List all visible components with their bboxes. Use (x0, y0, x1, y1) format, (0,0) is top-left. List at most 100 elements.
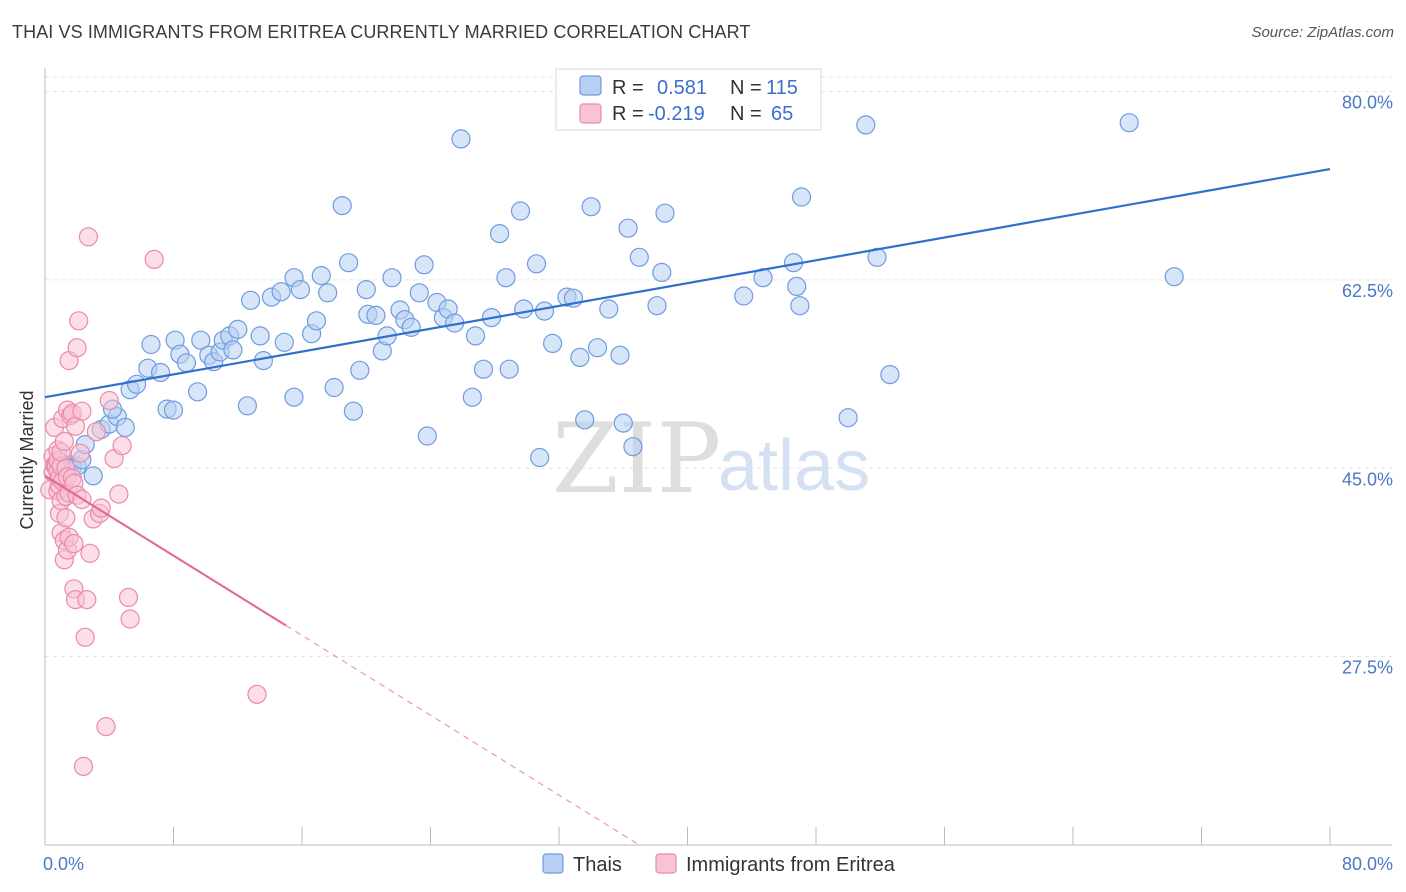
thais-point (838, 408, 858, 428)
thais-point (655, 203, 675, 223)
eritrea-point (75, 627, 95, 647)
eritrea-point (78, 227, 99, 247)
eritrea-point (86, 422, 107, 442)
legend-r-value-eritrea: -0.219 (648, 103, 705, 125)
thais-point (462, 387, 482, 407)
thais-point (790, 296, 810, 316)
thais-point (575, 410, 595, 430)
y-tick-label: 62.5% (1342, 281, 1393, 301)
grid-lines (45, 76, 1392, 658)
thais-point (306, 311, 327, 331)
x-tick-label-min: 0.0% (43, 854, 84, 874)
thais-point (409, 283, 429, 303)
thais-point (414, 255, 434, 275)
thais-point (526, 254, 547, 274)
thais-point (141, 334, 161, 355)
thais-point (188, 382, 208, 402)
thais-point (647, 296, 667, 316)
thais-point (510, 201, 531, 221)
thais-point (534, 301, 555, 321)
thais-point (228, 319, 248, 339)
thais-point (290, 280, 310, 300)
thais-point (880, 365, 900, 385)
thais-point (83, 466, 103, 486)
thais-point (629, 247, 649, 267)
thais-point (318, 283, 338, 303)
eritrea-point (144, 249, 164, 269)
legend-n-value-thais: 115 (766, 77, 798, 99)
eritrea-point (54, 431, 74, 451)
thais-point (581, 197, 601, 217)
y-tick-label: 45.0% (1342, 469, 1393, 489)
eritrea-point (70, 443, 90, 463)
eritrea-point (96, 716, 116, 737)
data-points (40, 113, 1184, 777)
chart-source: Source: ZipAtlas.com (1251, 24, 1394, 41)
y-tick-label: 80.0% (1342, 93, 1393, 113)
thais-point (587, 338, 608, 358)
thais-point (417, 426, 437, 446)
eritrea-point (64, 533, 84, 554)
eritrea-point (73, 756, 94, 777)
legend-n-label-eritrea: N = (730, 103, 762, 125)
eritrea-point (109, 484, 129, 504)
legend-r-value-thais: 0.581 (657, 77, 707, 99)
y-tick-labels: 27.5% 45.0% 62.5% 80.0% (1342, 93, 1393, 678)
eritrea-point (247, 684, 267, 704)
thais-point (791, 187, 812, 207)
thais-point (115, 417, 135, 437)
thais-point (623, 437, 643, 457)
thais-point (191, 330, 211, 350)
thais-point (514, 299, 534, 319)
thais-point (570, 347, 590, 367)
y-axis-title: Currently Married (17, 390, 37, 529)
thais-point (343, 401, 363, 421)
eritrea-point (67, 338, 87, 358)
thais-point (499, 359, 519, 379)
eritrea-point (118, 587, 139, 608)
watermark: ZIP atlas (552, 403, 870, 515)
thais-point (366, 305, 386, 325)
series-legend: Thais Immigrants from Eritrea (542, 853, 896, 876)
legend-n-value-eritrea: 65 (771, 103, 793, 125)
eritrea-point (112, 436, 132, 456)
eritrea-point (99, 390, 119, 411)
thais-point (271, 282, 291, 302)
x-tick-label-max: 80.0% (1342, 854, 1393, 874)
thais-point (856, 115, 876, 135)
thais-point (652, 262, 672, 282)
thais-point (324, 377, 344, 398)
eritrea-point (80, 543, 100, 563)
trend-lines (44, 167, 1331, 846)
thais-point (473, 359, 494, 379)
thais-point (496, 268, 516, 288)
chart-title: THAI VS IMMIGRANTS FROM ERITREA CURRENTL… (12, 22, 751, 42)
thais-point (787, 276, 807, 296)
thais-trend-line (44, 167, 1331, 399)
bottom-legend-label-eritrea: Immigrants from Eritrea (686, 854, 896, 876)
eritrea-point (77, 589, 97, 610)
thais-point (356, 280, 376, 300)
thais-point (332, 196, 352, 216)
thais-point (176, 353, 196, 373)
thais-point (867, 247, 887, 267)
eritrea-point (69, 311, 89, 331)
watermark-atlas: atlas (718, 426, 870, 506)
thais-point (465, 326, 486, 346)
thais-point (490, 224, 510, 244)
eritrea-trend-extension (285, 624, 640, 846)
bottom-legend-swatch-eritrea (655, 853, 677, 874)
thais-point (339, 253, 359, 273)
thais-point (451, 129, 471, 149)
thais-point (241, 290, 261, 310)
legend-r-label-eritrea: R = (612, 103, 644, 125)
thais-point (250, 326, 270, 346)
bottom-legend-label-thais: Thais (573, 854, 622, 876)
thais-point (530, 447, 550, 468)
eritrea-point (72, 401, 92, 421)
legend-r-label-thais: R = (612, 77, 644, 99)
thais-point (610, 345, 630, 365)
y-tick-label: 27.5% (1342, 658, 1393, 678)
thais-point (163, 400, 184, 420)
